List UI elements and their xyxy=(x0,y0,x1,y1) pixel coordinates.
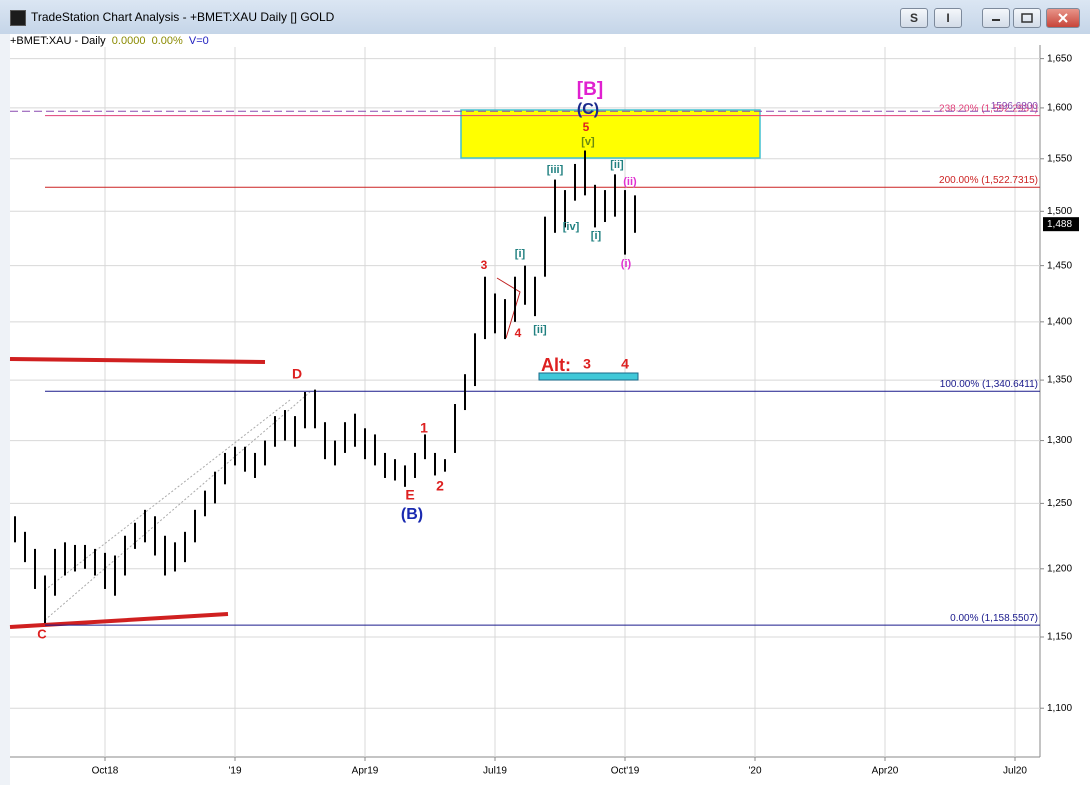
y-tick-label: 1,300 xyxy=(1047,435,1072,446)
wave-label: (B) xyxy=(401,506,423,523)
wave-label: 4 xyxy=(621,356,629,372)
annotations: [B](C) 5 [v] [iii] [iv] [i] [ii] (ii) (i) [i] [ii]… xyxy=(37,79,637,641)
trend-line xyxy=(9,357,266,364)
fib-levels: 0.00% (1,158.5507) 100.00% (1,340.6411) 20… xyxy=(10,101,1040,626)
wave-label: 4 xyxy=(515,326,522,340)
wave-label: 1 xyxy=(420,420,428,436)
wave-label: [v] xyxy=(581,136,595,148)
y-tick-label: 1,600 xyxy=(1047,103,1072,114)
last-price-box xyxy=(1043,217,1079,232)
maximize-icon xyxy=(1021,13,1033,23)
wave-label: [B] xyxy=(577,79,603,100)
wave-label: [ii] xyxy=(610,159,624,171)
wave-label: [ii] xyxy=(533,324,547,336)
wave-label: E xyxy=(405,487,414,503)
volume: V=0 xyxy=(188,35,209,47)
wave-label: [iii] xyxy=(547,164,564,176)
x-tick-label: Apr20 xyxy=(872,766,899,777)
title-bar: TradeStation Chart Analysis - +BMET:XAU … xyxy=(0,0,1090,35)
maximize-button[interactable] xyxy=(1013,8,1041,28)
wave-label: D xyxy=(292,366,302,382)
grid xyxy=(10,47,1040,757)
wave-label: 5 xyxy=(583,120,590,134)
x-tick-label: Oct'19 xyxy=(611,766,640,777)
fib-label: 0.00% (1,158.5507) xyxy=(950,613,1038,624)
minimize-icon xyxy=(992,19,1000,21)
left-frame xyxy=(0,34,10,785)
y-tick-label: 1,350 xyxy=(1047,375,1072,386)
x-tick-label: '19 xyxy=(228,766,241,777)
close-button[interactable] xyxy=(1046,8,1080,28)
wave-label: [i] xyxy=(591,230,602,242)
change-pct: 0.00% xyxy=(151,35,183,47)
last-price-label: 1,488 xyxy=(1047,219,1072,230)
x-tick-label: '20 xyxy=(748,766,761,777)
fib-label: 100.00% (1,340.6411) xyxy=(940,379,1038,390)
wave-label: Alt: xyxy=(541,355,571,375)
target-zone xyxy=(460,109,761,159)
y-tick-label: 1,650 xyxy=(1047,53,1072,64)
y-tick-label: 1,100 xyxy=(1047,703,1072,714)
symbol-header: +BMET:XAU - Daily 0.0000 0.00% V=0 xyxy=(10,35,209,47)
wave-label: (i) xyxy=(621,258,632,270)
fib-label: 200.00% (1,522.7315) xyxy=(939,175,1038,186)
wave-label: [i] xyxy=(515,248,526,260)
y-tick-label: 1,400 xyxy=(1047,316,1072,327)
symbol: +BMET:XAU - Daily xyxy=(10,35,106,47)
x-tick-label: Jul19 xyxy=(483,766,507,777)
wave-label: [iv] xyxy=(563,221,580,233)
y-tick-label: 1,450 xyxy=(1047,260,1072,271)
y-tick-label: 1,150 xyxy=(1047,632,1072,643)
y-tick-label: 1,250 xyxy=(1047,498,1072,509)
triangle-line xyxy=(496,277,521,339)
x-tick-label: Jul20 xyxy=(1003,766,1027,777)
y-tick-label: 1,200 xyxy=(1047,563,1072,574)
y-tick-label: 1,500 xyxy=(1047,206,1072,217)
x-tick-label: Oct18 xyxy=(92,766,119,777)
bar-button[interactable]: I xyxy=(934,8,962,28)
fib-label: 1596.6800 xyxy=(991,101,1039,112)
style-button[interactable]: S xyxy=(900,8,928,28)
y-tick-label: 1,550 xyxy=(1047,153,1072,164)
alt-zone xyxy=(538,372,639,381)
wave-label: 3 xyxy=(481,258,488,272)
wave-label: 3 xyxy=(583,356,591,372)
app-icon xyxy=(10,10,26,26)
minimize-button[interactable] xyxy=(982,8,1010,28)
window-title: TradeStation Chart Analysis - +BMET:XAU … xyxy=(31,10,335,24)
wave-label: (C) xyxy=(577,101,599,118)
fib-label: 238.20% (1,592.2931) xyxy=(939,103,1038,114)
wave-label: (ii) xyxy=(623,176,637,188)
change: 0.0000 xyxy=(111,35,146,47)
x-tick-label: Apr19 xyxy=(352,766,379,777)
close-icon xyxy=(1058,13,1068,23)
wave-label: 2 xyxy=(436,478,444,494)
price-bars xyxy=(14,150,636,624)
wave-label: C xyxy=(37,626,47,641)
